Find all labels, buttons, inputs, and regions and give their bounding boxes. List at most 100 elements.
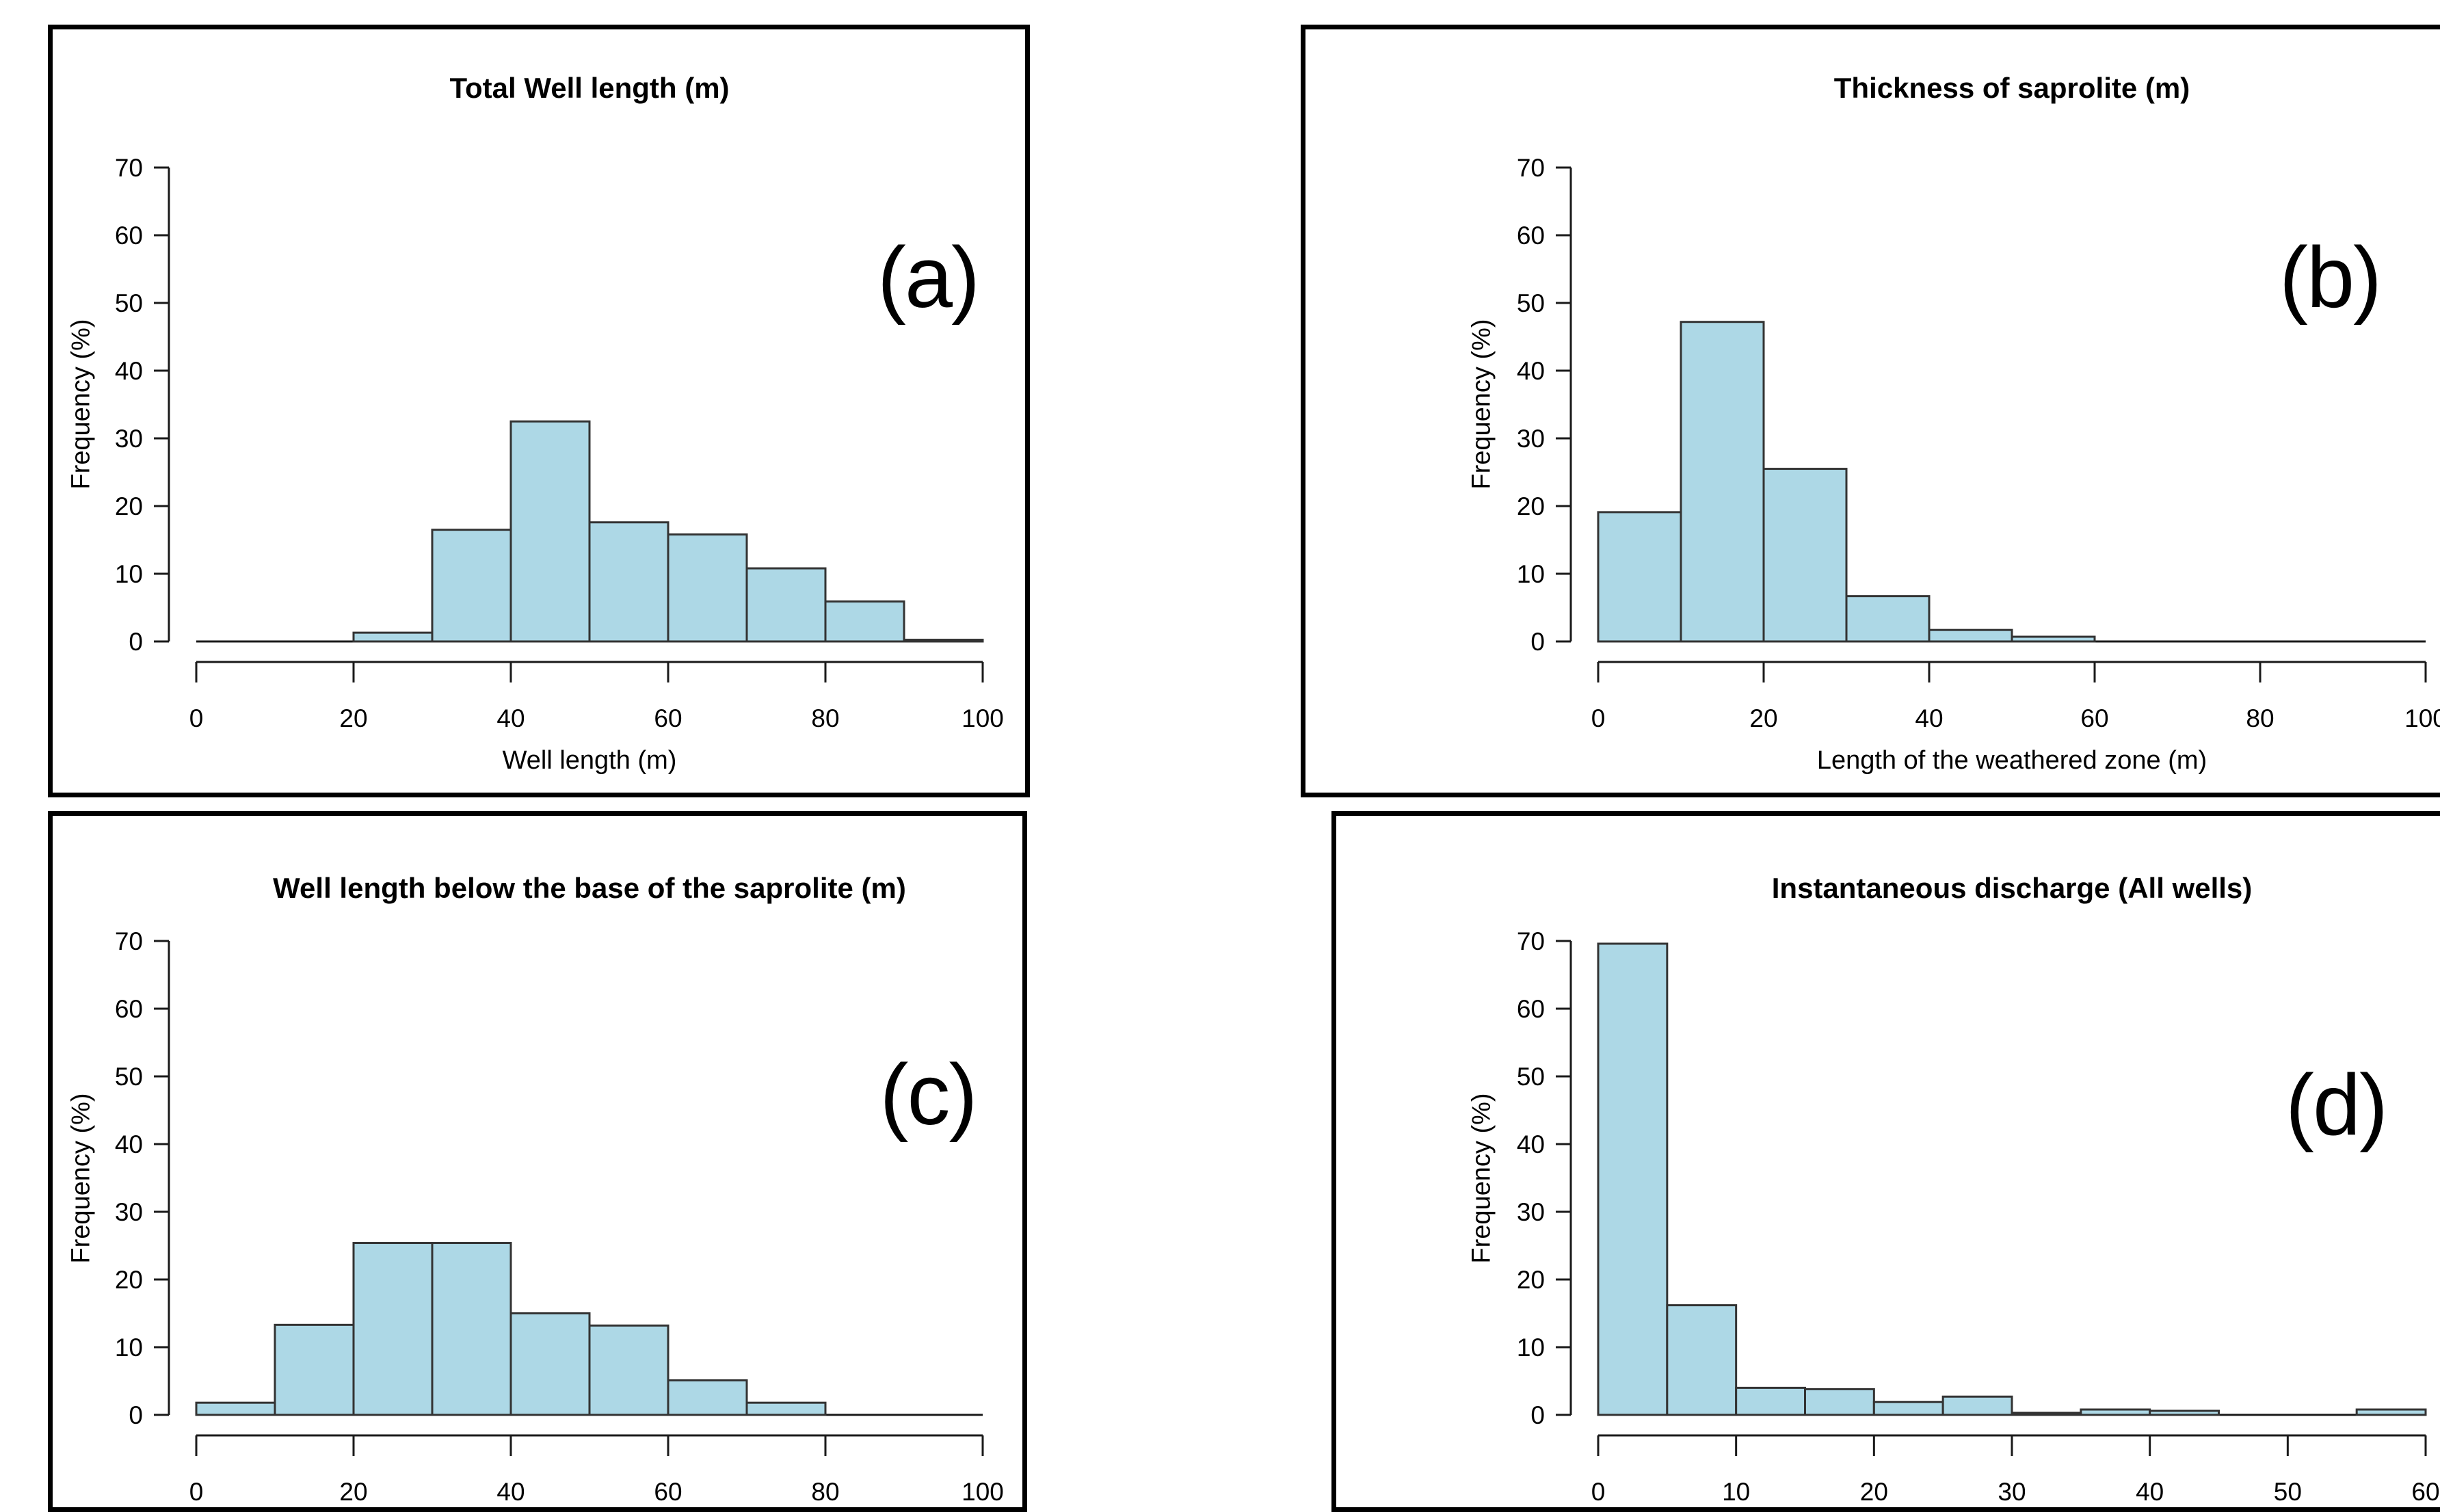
x-tick-label: 40 bbox=[1915, 704, 1943, 732]
x-tick-label: 100 bbox=[962, 704, 1004, 732]
x-tick-label: 20 bbox=[339, 1478, 367, 1506]
histogram-bar bbox=[431, 1242, 512, 1416]
histogram-bar bbox=[667, 1379, 748, 1416]
histogram-bar bbox=[745, 1401, 827, 1416]
histogram-bar bbox=[903, 639, 984, 643]
x-tick-label: 40 bbox=[2136, 1478, 2164, 1506]
histogram-bar bbox=[1597, 511, 1682, 643]
y-axis-title: Frequency (%) bbox=[66, 319, 96, 490]
y-tick-label: 0 bbox=[1530, 628, 1545, 656]
y-tick-label: 40 bbox=[1517, 1130, 1545, 1158]
histogram-bar bbox=[2011, 635, 2096, 643]
x-tick-label: 0 bbox=[1591, 704, 1606, 732]
y-tick-label: 10 bbox=[1517, 560, 1545, 588]
histogram-b: 0 10 20 30 40 50 60 70 0 20 40 60 80 100 bbox=[1517, 154, 2440, 732]
y-tick-label: 60 bbox=[115, 222, 143, 250]
x-tick-label: 40 bbox=[496, 1478, 525, 1506]
histogram-bar bbox=[667, 533, 748, 643]
panel-d: 0 10 20 30 40 50 60 70 0 10 20 30 40 50 60 Instantaneo… bbox=[1331, 811, 2440, 1512]
histogram-bar bbox=[1597, 942, 1669, 1416]
histogram-bar bbox=[1666, 1304, 1738, 1416]
histogram-c: 0 10 20 30 40 50 60 70 0 20 40 60 80 100 bbox=[115, 927, 1004, 1506]
y-tick-label: 60 bbox=[1517, 222, 1545, 250]
y-tick-label: 0 bbox=[1530, 1401, 1545, 1429]
y-tick-label: 50 bbox=[115, 289, 143, 317]
x-tick-label: 60 bbox=[2080, 704, 2108, 732]
panel-letter: (b) bbox=[2279, 229, 2382, 326]
panel-c: 0 10 20 30 40 50 60 70 0 20 40 60 80 100 Well length … bbox=[48, 811, 1027, 1512]
histogram-bar bbox=[1872, 1401, 1944, 1416]
histogram-bar bbox=[2355, 1408, 2427, 1416]
histogram-bar bbox=[352, 1242, 434, 1416]
y-tick-label: 0 bbox=[129, 628, 143, 656]
y-tick-label: 10 bbox=[1517, 1334, 1545, 1362]
y-tick-label: 20 bbox=[1517, 492, 1545, 520]
y-tick-label: 20 bbox=[115, 492, 143, 520]
histogram-bar bbox=[1941, 1395, 2013, 1416]
x-tick-label: 0 bbox=[1591, 1478, 1606, 1506]
y-tick-label: 10 bbox=[115, 560, 143, 588]
histogram-bar bbox=[1845, 595, 1931, 643]
y-tick-label: 30 bbox=[115, 425, 143, 453]
x-tick-label: 80 bbox=[811, 704, 839, 732]
histogram-bar bbox=[509, 420, 591, 643]
histogram-bar bbox=[1762, 468, 1848, 643]
x-tick-label: 30 bbox=[1998, 1478, 2026, 1506]
x-tick-label: 50 bbox=[2274, 1478, 2302, 1506]
histogram-bar bbox=[2080, 1408, 2151, 1416]
histogram-bar bbox=[1804, 1388, 1875, 1416]
chart-title: Total Well length (m) bbox=[449, 72, 730, 104]
x-tick-label: 10 bbox=[1722, 1478, 1750, 1506]
histogram-a: 0 10 20 30 40 50 60 70 0 20 40 60 80 100 bbox=[115, 154, 1004, 732]
x-axis-title: Well length (m) bbox=[502, 746, 677, 775]
chart-title: Thickness of saprolite (m) bbox=[1833, 72, 2190, 104]
x-axis-title: Length of the weathered zone (m) bbox=[1816, 746, 2207, 775]
y-tick-label: 70 bbox=[1517, 927, 1545, 955]
histogram-bar bbox=[431, 529, 512, 643]
histogram-bar bbox=[588, 1324, 669, 1416]
histogram-bar bbox=[2011, 1411, 2082, 1416]
y-tick-label: 40 bbox=[1517, 357, 1545, 385]
histogram-bar bbox=[195, 1401, 276, 1416]
y-axis-title: Frequency (%) bbox=[66, 1093, 96, 1264]
x-tick-label: 80 bbox=[811, 1478, 839, 1506]
x-tick-label: 20 bbox=[1860, 1478, 1888, 1506]
x-tick-label: 60 bbox=[654, 704, 682, 732]
histogram-bar bbox=[1928, 628, 2013, 643]
x-tick-label: 0 bbox=[189, 704, 204, 732]
y-tick-label: 70 bbox=[1517, 154, 1545, 182]
x-tick-label: 100 bbox=[962, 1478, 1004, 1506]
x-tick-label: 20 bbox=[1749, 704, 1777, 732]
x-tick-label: 20 bbox=[339, 704, 367, 732]
y-tick-label: 50 bbox=[115, 1063, 143, 1091]
y-axis-title: Frequency (%) bbox=[1467, 1093, 1496, 1264]
histogram-bar bbox=[745, 567, 827, 643]
panel-a: 0 10 20 30 40 50 60 70 0 20 40 60 80 100 Total Well l… bbox=[48, 25, 1030, 797]
y-tick-label: 50 bbox=[1517, 1063, 1545, 1091]
histogram-d: 0 10 20 30 40 50 60 70 0 10 20 30 40 50 60 bbox=[1517, 927, 2440, 1506]
histogram-bar bbox=[274, 1323, 355, 1416]
y-tick-label: 20 bbox=[1517, 1266, 1545, 1294]
histogram-bar bbox=[824, 600, 905, 643]
y-tick-label: 70 bbox=[115, 927, 143, 955]
chart-title: Instantaneous discharge (All wells) bbox=[1771, 872, 2253, 904]
y-tick-label: 60 bbox=[1517, 995, 1545, 1023]
y-tick-label: 70 bbox=[115, 154, 143, 182]
y-tick-label: 50 bbox=[1517, 289, 1545, 317]
panel-letter: (d) bbox=[2285, 1057, 2388, 1153]
histogram-bar bbox=[1680, 321, 1765, 643]
histogram-bar bbox=[509, 1312, 591, 1416]
y-tick-label: 20 bbox=[115, 1266, 143, 1294]
x-tick-label: 80 bbox=[2246, 704, 2274, 732]
y-tick-label: 60 bbox=[115, 995, 143, 1023]
y-tick-label: 10 bbox=[115, 1334, 143, 1362]
y-axis-title: Frequency (%) bbox=[1467, 319, 1496, 490]
y-tick-label: 30 bbox=[1517, 425, 1545, 453]
panel-b: 0 10 20 30 40 50 60 70 0 20 40 60 80 100 Thickness of… bbox=[1301, 25, 2440, 797]
histogram-bar bbox=[588, 521, 669, 643]
x-tick-label: 60 bbox=[2411, 1478, 2439, 1506]
x-tick-label: 100 bbox=[2404, 704, 2440, 732]
histogram-bar bbox=[352, 631, 434, 643]
y-tick-label: 30 bbox=[115, 1198, 143, 1226]
